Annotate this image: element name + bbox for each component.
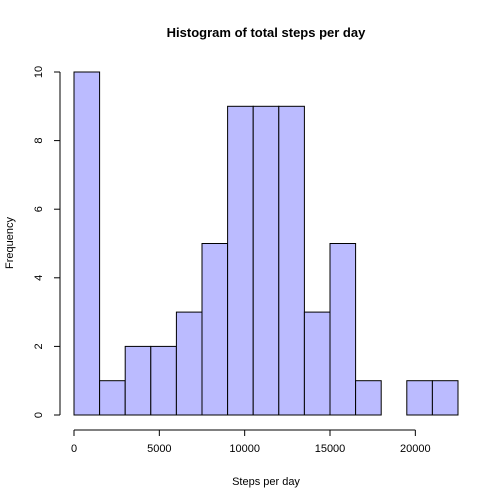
y-axis: 0 2 4 6 8 10 (33, 66, 61, 418)
x-tick-label: 20000 (400, 443, 431, 455)
x-axis: 0 5000 10000 15000 20000 (71, 429, 431, 455)
histogram-bar (431, 380, 459, 416)
x-tick-label: 10000 (229, 443, 260, 455)
x-tick-label: 5000 (147, 443, 171, 455)
histogram-bar (175, 311, 203, 416)
histogram-bar (252, 105, 280, 416)
histogram-bar (124, 345, 152, 416)
histogram-bar (303, 311, 331, 416)
histogram-bar (201, 243, 229, 416)
histogram-bar (73, 71, 101, 416)
histogram-bar (150, 345, 177, 416)
x-axis-label: Steps per day (232, 476, 300, 488)
y-tick-label: 8 (33, 138, 45, 144)
histogram-bar (227, 105, 254, 416)
histogram-bar (278, 105, 305, 416)
y-tick-label: 0 (33, 412, 45, 418)
bars-group (73, 71, 459, 416)
y-tick-label: 6 (33, 206, 45, 212)
histogram-bar (355, 380, 382, 416)
y-tick-label: 4 (33, 275, 45, 281)
x-tick-label: 15000 (315, 443, 346, 455)
histogram-bar (406, 380, 433, 416)
histogram-bar (329, 243, 357, 416)
y-axis-label: Frequency (4, 217, 16, 269)
x-tick-label: 0 (71, 443, 77, 455)
chart-title: Histogram of total steps per day (167, 25, 366, 40)
y-tick-label: 10 (33, 66, 45, 78)
histogram-bar (99, 380, 126, 416)
y-tick-label: 2 (33, 343, 45, 349)
